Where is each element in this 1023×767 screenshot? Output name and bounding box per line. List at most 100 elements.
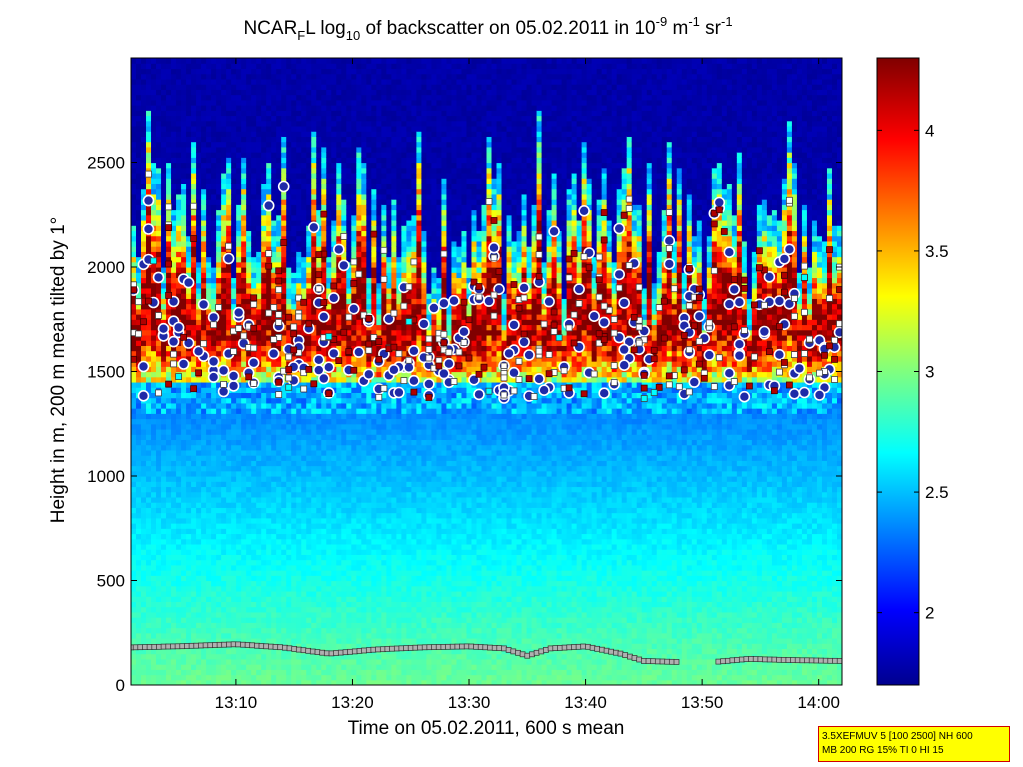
heatmap-cell <box>276 63 282 70</box>
heatmap-cell <box>201 204 207 211</box>
heatmap-cell <box>151 178 157 184</box>
heatmap-cell <box>181 476 187 482</box>
heatmap-cell <box>136 502 142 508</box>
heatmap-cell <box>171 287 177 294</box>
heatmap-cell <box>246 559 252 566</box>
heatmap-cell <box>131 397 137 404</box>
heatmap-cell <box>241 428 247 435</box>
heatmap-cell <box>201 423 207 430</box>
heatmap-cell <box>216 141 222 148</box>
heatmap-cell <box>211 183 217 190</box>
heatmap-cell <box>231 491 237 498</box>
heatmap-cell <box>141 679 147 685</box>
heatmap-cell <box>181 293 187 299</box>
heatmap-cell <box>291 387 297 393</box>
heatmap-cell <box>176 392 182 399</box>
heatmap-cell <box>321 637 327 644</box>
heatmap-cell <box>271 632 277 639</box>
heatmap-cell <box>281 533 287 540</box>
heatmap-cell <box>196 502 202 508</box>
heatmap-cell <box>191 658 197 665</box>
heatmap-cell <box>331 131 337 137</box>
heatmap-cell <box>331 559 337 566</box>
heatmap-cell <box>216 272 222 279</box>
heatmap-cell <box>221 669 227 676</box>
heatmap-cell <box>226 543 232 550</box>
heatmap-cell <box>186 622 192 629</box>
heatmap-cell <box>161 543 167 550</box>
heatmap-cell <box>156 141 162 148</box>
heatmap-cell <box>151 439 157 446</box>
heatmap-cell <box>166 131 172 137</box>
heatmap-cell <box>186 120 192 127</box>
heatmap-cell <box>191 679 197 685</box>
heatmap-cell <box>256 314 262 320</box>
heatmap-cell <box>181 298 187 305</box>
heatmap-cell <box>141 523 147 529</box>
heatmap-cell <box>311 162 317 169</box>
heatmap-cell <box>326 167 332 174</box>
heatmap-cell <box>271 570 277 576</box>
heatmap-cell <box>166 606 172 613</box>
heatmap-cell <box>216 580 222 587</box>
heatmap-cell <box>146 455 152 461</box>
heatmap-cell <box>236 199 242 205</box>
heatmap-cell <box>291 543 297 550</box>
heatmap-cell <box>271 455 277 461</box>
heatmap-cell <box>236 329 242 336</box>
heatmap-cell <box>131 674 137 681</box>
heatmap-cell <box>231 355 237 362</box>
heatmap-cell <box>331 590 337 597</box>
heatmap-cell <box>306 381 312 388</box>
heatmap-cell <box>211 209 217 216</box>
heatmap-cell <box>131 162 137 169</box>
heatmap-cell <box>266 444 272 451</box>
heatmap-cell <box>196 199 202 205</box>
heatmap-cell <box>211 559 217 566</box>
heatmap-cell <box>301 272 307 279</box>
heatmap-cell <box>221 549 227 555</box>
heatmap-cell <box>336 596 342 602</box>
heatmap-cell <box>266 590 272 597</box>
heatmap-cell <box>196 465 202 472</box>
heatmap-cell <box>326 476 332 482</box>
heatmap-cell <box>246 94 252 101</box>
heatmap-cell <box>246 470 252 477</box>
heatmap-cell <box>181 235 187 242</box>
heatmap-cell <box>321 350 327 357</box>
heatmap-cell <box>281 664 287 670</box>
heatmap-cell <box>146 214 152 221</box>
heatmap-cell <box>261 486 267 493</box>
heatmap-cell <box>301 141 307 148</box>
heatmap-cell <box>256 63 262 70</box>
heatmap-cell <box>241 204 247 211</box>
heatmap-cell <box>176 575 182 582</box>
heatmap-cell <box>231 167 237 174</box>
heatmap-cell <box>211 303 217 310</box>
heatmap-cell <box>226 392 232 399</box>
heatmap-cell <box>281 538 287 545</box>
heatmap-cell <box>196 251 202 258</box>
heatmap-cell <box>146 470 152 477</box>
heatmap-cell <box>236 549 242 555</box>
heatmap-cell <box>316 559 322 566</box>
heatmap-cell <box>256 392 262 399</box>
heatmap-cell <box>166 251 172 258</box>
heatmap-cell <box>321 105 327 111</box>
heatmap-cell <box>236 178 242 184</box>
heatmap-cell <box>236 68 242 75</box>
heatmap-cell <box>271 246 277 252</box>
heatmap-cell <box>336 460 342 467</box>
heatmap-cell <box>161 596 167 602</box>
heatmap-cell <box>176 89 182 96</box>
heatmap-cell <box>206 199 212 205</box>
heatmap-cell <box>306 235 312 242</box>
heatmap-cell <box>311 627 317 634</box>
heatmap-cell <box>261 570 267 576</box>
heatmap-cell <box>161 178 167 184</box>
heatmap-cell <box>311 308 317 315</box>
heatmap-cell <box>186 549 192 555</box>
heatmap-cell <box>316 434 322 441</box>
heatmap-cell <box>146 120 152 127</box>
heatmap-cell <box>146 611 152 618</box>
